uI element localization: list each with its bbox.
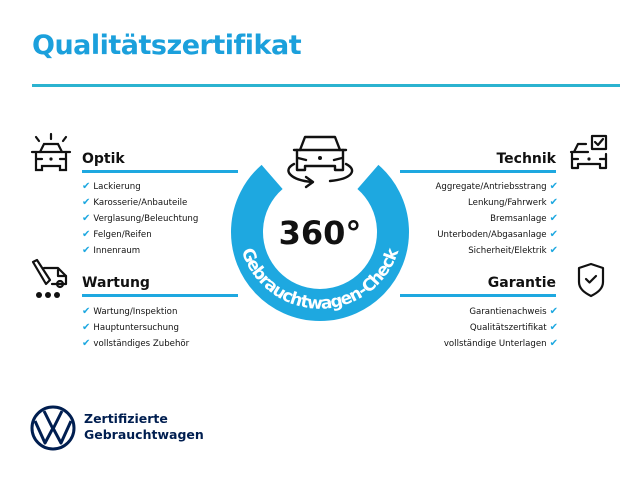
check-icon: ✔ bbox=[549, 338, 558, 349]
check-icon: ✔ bbox=[549, 197, 558, 208]
check-icon: ✔ bbox=[82, 229, 91, 240]
wartung-heading: Wartung bbox=[82, 275, 150, 291]
check-icon: ✔ bbox=[82, 245, 91, 256]
shield-check-icon bbox=[577, 262, 605, 298]
brand-text: Zertifizierte Gebrauchtwagen bbox=[84, 411, 204, 442]
check-icon: ✔ bbox=[82, 181, 91, 192]
list-item: ✔ Innenraum bbox=[82, 245, 141, 256]
car-rotate-icon bbox=[287, 135, 354, 189]
list-item: ✔ Wartung/Inspektion bbox=[82, 306, 178, 317]
check-icon: ✔ bbox=[549, 229, 558, 240]
garantie-list: Garantienachweis ✔ Qualitätszertifikat ✔ v… bbox=[380, 304, 558, 352]
check-icon: ✔ bbox=[549, 213, 558, 224]
list-item: Lenkung/Fahrwerk ✔ bbox=[468, 197, 558, 208]
wartung-list: ✔ Wartung/Inspektion ✔ Hauptuntersuchung ✔… bbox=[82, 304, 189, 352]
optik-divider bbox=[82, 170, 238, 173]
list-item: Unterboden/Abgasanlage ✔ bbox=[437, 229, 558, 240]
list-item: Aggregate/Antriebsstrang ✔ bbox=[435, 181, 558, 192]
title-divider bbox=[32, 84, 620, 87]
check-icon: ✔ bbox=[549, 181, 558, 192]
garantie-divider bbox=[400, 294, 556, 297]
optik-list: ✔ Lackierung ✔ Karosserie/Anbauteile ✔ Verg… bbox=[82, 179, 198, 259]
check-icon: ✔ bbox=[82, 213, 91, 224]
list-item: ✔ Lackierung bbox=[82, 181, 141, 192]
car-checkbox-icon bbox=[569, 134, 608, 170]
check-icon: ✔ bbox=[82, 338, 91, 349]
vw-logo-icon bbox=[30, 405, 76, 451]
list-item: ✔ Felgen/Reifen bbox=[82, 229, 152, 240]
list-item: ✔ Verglasung/Beleuchtung bbox=[82, 213, 199, 224]
list-item: Garantienachweis ✔ bbox=[469, 306, 558, 317]
check-icon: ✔ bbox=[549, 322, 558, 333]
check-icon: ✔ bbox=[549, 245, 558, 256]
service-tools-icon bbox=[31, 258, 68, 298]
list-item: ✔ vollständiges Zubehör bbox=[82, 338, 190, 349]
optik-heading: Optik bbox=[82, 151, 125, 167]
list-item: ✔ Karosserie/Anbauteile bbox=[82, 197, 188, 208]
check-icon: ✔ bbox=[82, 306, 91, 317]
check-icon: ✔ bbox=[82, 322, 91, 333]
check-icon: ✔ bbox=[82, 197, 91, 208]
technik-divider bbox=[400, 170, 556, 173]
page-title: Qualitätszertifikat bbox=[32, 30, 302, 61]
badge-ring bbox=[231, 164, 409, 321]
wartung-divider bbox=[82, 294, 238, 297]
list-item: vollständige Unterlagen ✔ bbox=[443, 338, 558, 349]
technik-heading: Technik bbox=[496, 151, 556, 167]
list-item: ✔ Hauptuntersuchung bbox=[82, 322, 179, 333]
garantie-heading: Garantie bbox=[487, 275, 556, 291]
list-item: Sicherheit/Elektrik ✔ bbox=[468, 245, 558, 256]
list-item: Qualitätszertifikat ✔ bbox=[469, 322, 558, 333]
list-item: Bremsanlage ✔ bbox=[490, 213, 558, 224]
car-lights-icon bbox=[30, 132, 72, 172]
check-icon: ✔ bbox=[549, 306, 558, 317]
technik-list: Aggregate/Antriebsstrang ✔ Lenkung/Fahrwe… bbox=[380, 179, 558, 259]
badge-360-text: 360° bbox=[279, 214, 362, 252]
